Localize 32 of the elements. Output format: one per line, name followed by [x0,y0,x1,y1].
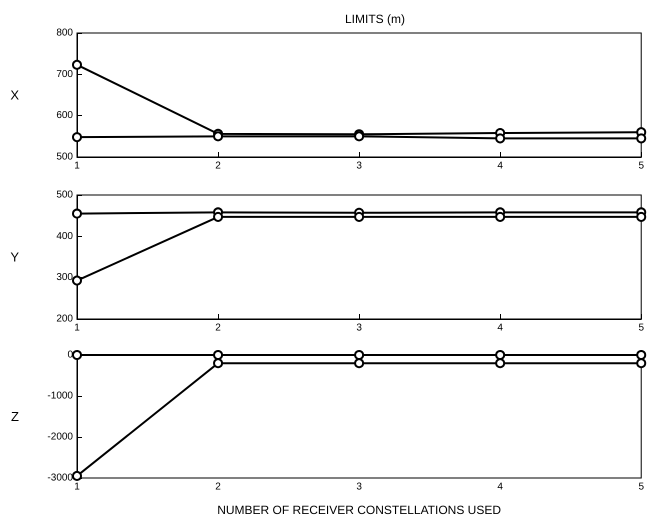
y-tick-label: -2000 [47,432,74,442]
chart-title: LIMITS (m) [345,12,405,26]
x-tick-label: 3 [356,482,362,492]
y-tick-label: -3000 [47,472,74,484]
x-tick-label: 3 [356,322,362,334]
y-tick-label: 600 [56,110,74,122]
x-tick-label: 2 [215,160,222,172]
y-tick-label: 800 [56,28,74,38]
x-axis-title: NUMBER OF RECEIVER CONSTELLATIONS USED [217,503,502,517]
x-tick-label: 1 [74,482,80,492]
y-axis-title: Z [11,409,20,424]
x-tick-label: 2 [215,482,222,492]
x-tick-label: 1 [74,322,80,334]
x-tick-label: 2 [215,322,222,334]
x-tick-label: 3 [356,160,362,172]
x-tick-label: 5 [638,482,644,492]
y-tick-label: 200 [56,314,74,324]
x-tick-label: 4 [497,322,504,334]
x-tick-label: 5 [638,160,644,172]
x-tick-label: 4 [497,482,504,492]
y-tick-label: 400 [56,230,74,242]
y-axis-title: Y [10,250,20,264]
y-tick-label: 700 [56,68,74,80]
y-tick-label: 300 [56,272,74,284]
y-tick-label: -1000 [47,390,74,402]
y-tick-label: 500 [56,190,74,200]
y-tick-label: 0 [67,350,74,360]
y-tick-label: 500 [56,152,74,162]
x-tick-label: 1 [74,160,80,172]
y-axis-title: X [10,88,20,102]
x-tick-label: 5 [638,322,644,334]
x-tick-label: 4 [497,160,504,172]
